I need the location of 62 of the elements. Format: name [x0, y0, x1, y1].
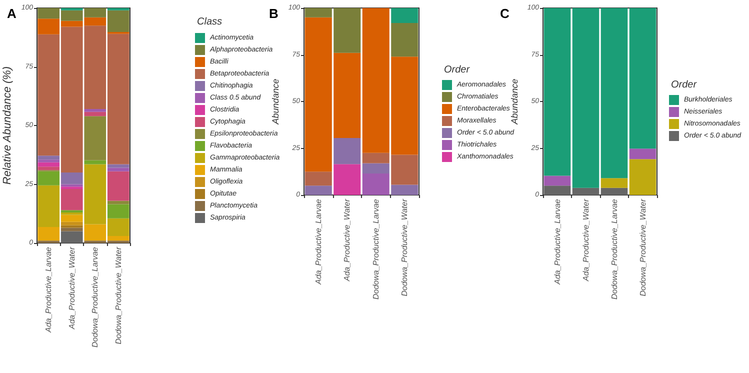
bar [391, 8, 418, 23]
bar [391, 184, 418, 195]
x-tick-label: Ada_Productive_Larvae [314, 198, 323, 286]
y-axis-title: Abundance [510, 78, 520, 126]
bar [38, 156, 60, 160]
bar [629, 159, 656, 195]
bar [84, 160, 106, 164]
bar [362, 163, 390, 174]
bar [60, 228, 83, 232]
bar [84, 116, 106, 160]
x-tick-label: Ada_Productive_Water [581, 198, 590, 282]
x-tick-label: Dodowa_Productive_Water [638, 198, 648, 296]
bar [60, 214, 83, 222]
bar [107, 204, 130, 218]
chart-title: A [7, 6, 17, 21]
x-tick-label: Ada_Productive_Larvae [44, 246, 54, 334]
bar [107, 168, 130, 172]
bar [38, 160, 60, 162]
bar [84, 109, 106, 112]
x-tick-label: Ada_Productive_Water [342, 198, 352, 282]
bar [334, 164, 361, 195]
bar [334, 138, 361, 164]
bar [107, 164, 130, 168]
bar [629, 8, 656, 149]
x-tick-label: Dodowa_Productive_Larvae [610, 198, 619, 300]
bar [600, 188, 628, 195]
chart-title: C [500, 6, 510, 21]
bar [572, 188, 600, 195]
x-tick-label: Dodowa_Productive_Larvae [371, 198, 380, 300]
x-tick-label: Dodowa_Productive_Larvae [90, 246, 100, 348]
x-tick-label: Ada_Productive_Larvae [552, 198, 562, 286]
bar [600, 8, 628, 178]
bar [391, 22, 418, 57]
bar [600, 178, 628, 188]
bar [38, 162, 60, 167]
bar [107, 200, 130, 204]
bar [544, 176, 571, 186]
bar [362, 173, 390, 195]
y-axis-title: Abundance [270, 78, 280, 126]
bar [107, 171, 130, 201]
bar [38, 171, 60, 186]
legend-title: Order [671, 80, 698, 90]
bar [38, 227, 60, 241]
bar [304, 172, 332, 186]
legend-title: Class [197, 16, 222, 28]
bar [60, 172, 83, 184]
x-tick-label: Dodowa_Productive_Water [400, 198, 410, 296]
bar [60, 222, 83, 226]
chart-title: B [269, 6, 278, 21]
bar [544, 186, 571, 195]
bar [60, 188, 83, 210]
bar [629, 148, 656, 160]
x-tick-label: Ada_Productive_Water [67, 246, 76, 330]
bar [544, 8, 571, 176]
bar [84, 112, 106, 116]
y-axis-title: Relative Abundance (%) [2, 66, 14, 185]
legend-title: Order [444, 64, 470, 76]
bar [572, 8, 600, 188]
x-tick-label: Dodowa_Productive_Water [114, 246, 123, 344]
bar [60, 231, 83, 243]
bar [38, 166, 60, 170]
bar [304, 186, 332, 195]
